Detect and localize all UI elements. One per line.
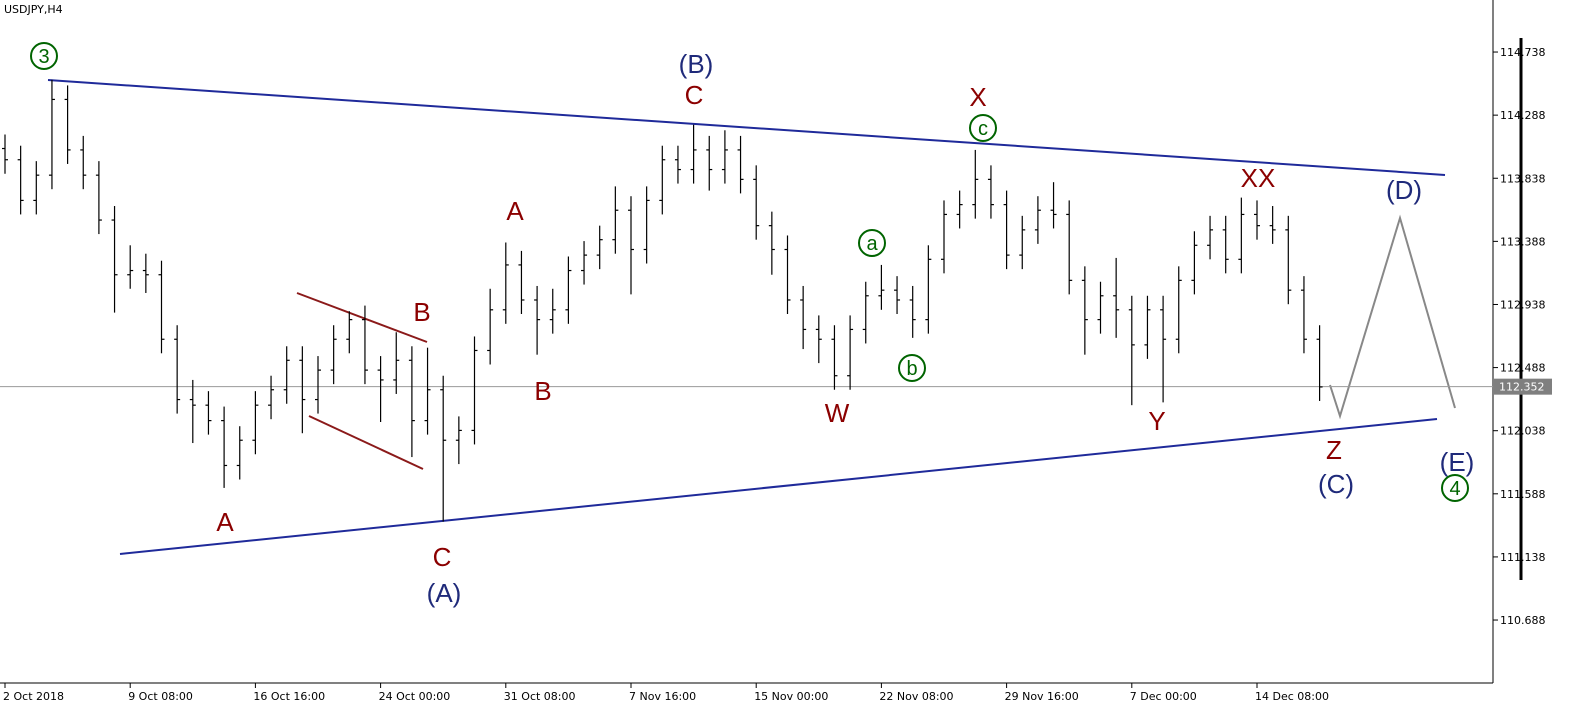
lower-trend-line xyxy=(119,418,1438,555)
last-price-label: 112.352 xyxy=(1499,381,1545,394)
y-tick-label: 112.488 xyxy=(1500,362,1546,375)
wave-circle xyxy=(898,354,926,382)
x-tick-label: 15 Nov 00:00 xyxy=(754,690,828,703)
wave-label: (C) xyxy=(1318,469,1354,499)
wave-circle xyxy=(969,114,997,142)
wave-label: A xyxy=(216,507,234,537)
x-tick-label: 31 Oct 08:00 xyxy=(504,690,576,703)
wave-circle xyxy=(858,229,886,257)
wave-label: (B) xyxy=(679,49,714,79)
bars xyxy=(2,79,1323,522)
wave-circle xyxy=(1441,474,1469,502)
y-tick-label: 113.388 xyxy=(1500,235,1546,248)
y-tick-label: 112.038 xyxy=(1500,425,1546,438)
y-tick-label: 112.938 xyxy=(1500,298,1546,311)
trend-lines xyxy=(47,79,1456,555)
wave-label: (E) xyxy=(1440,447,1475,477)
y-tick-label: 110.688 xyxy=(1500,614,1546,627)
x-tick-label: 24 Oct 00:00 xyxy=(379,690,451,703)
wave-label: XX xyxy=(1241,163,1276,193)
wave-label: Z xyxy=(1326,435,1342,465)
y-tick-label: 114.738 xyxy=(1500,46,1546,59)
x-tick-label: 22 Nov 08:00 xyxy=(879,690,953,703)
wave-label: (D) xyxy=(1386,175,1422,205)
wave-label: C xyxy=(685,80,704,110)
wave-label: Y xyxy=(1148,406,1165,436)
wave-label: A xyxy=(506,196,524,226)
y-tick-label: 111.588 xyxy=(1500,488,1546,501)
wave-circle xyxy=(30,42,58,70)
x-tick-label: 7 Nov 16:00 xyxy=(629,690,696,703)
wave-label: B xyxy=(534,376,551,406)
wave-label: 4 xyxy=(1449,478,1460,500)
x-tick-label: 9 Oct 08:00 xyxy=(128,690,193,703)
wave-label: W xyxy=(825,398,850,428)
wave-label: X xyxy=(969,82,986,112)
y-tick-label: 114.288 xyxy=(1500,109,1546,122)
axes xyxy=(0,0,1523,684)
wave-label: c xyxy=(978,118,988,140)
x-tick-label: 16 Oct 16:00 xyxy=(253,690,325,703)
wave-label: B xyxy=(413,297,430,327)
wave-label: a xyxy=(866,233,878,255)
upper-trend-line xyxy=(47,79,1446,176)
x-tick-label: 7 Dec 00:00 xyxy=(1130,690,1197,703)
channel-line xyxy=(308,415,424,470)
x-tick-label: 14 Dec 08:00 xyxy=(1255,690,1329,703)
wave-label: (A) xyxy=(427,578,462,608)
wave-label: b xyxy=(906,358,917,380)
x-tick-label: 29 Nov 16:00 xyxy=(1005,690,1079,703)
wave-label: C xyxy=(433,542,452,572)
y-tick-label: 111.138 xyxy=(1500,551,1546,564)
wave-label: 3 xyxy=(38,46,49,68)
symbol-label: USDJPY,H4 xyxy=(4,3,63,16)
last-price-tag xyxy=(1494,378,1552,395)
channel-line xyxy=(296,292,428,343)
x-tick-label: 2 Oct 2018 xyxy=(3,690,64,703)
projection-path xyxy=(1329,214,1456,420)
y-tick-label: 113.838 xyxy=(1500,172,1546,185)
